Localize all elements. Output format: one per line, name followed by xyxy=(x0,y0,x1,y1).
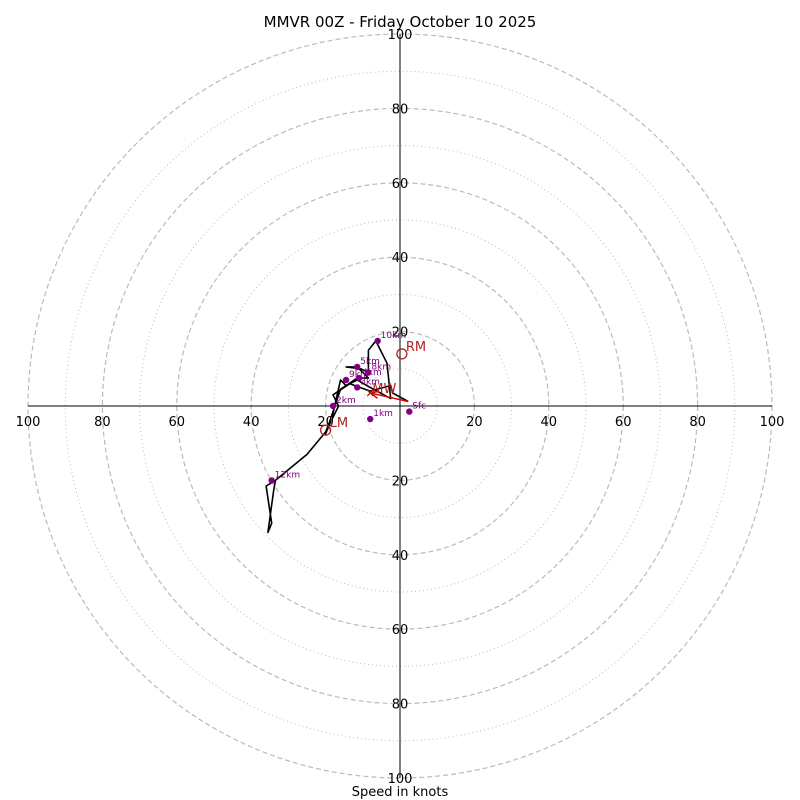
marker-dot-10km xyxy=(374,337,381,345)
marker-dot-9km xyxy=(342,376,350,384)
storm-motion-markers: MW RM LM xyxy=(319,340,426,436)
marker-label-12km: 12km xyxy=(275,470,300,480)
tick-label-right-100: 100 xyxy=(760,415,785,430)
tick-label-right-20: 20 xyxy=(466,415,483,430)
marker-label-1km: 1km xyxy=(373,409,393,419)
shear-arrow-line xyxy=(370,392,409,403)
chart-title: MMVR 00Z - Friday October 10 2025 xyxy=(264,13,537,31)
storm-motion-label-lm: LM xyxy=(330,416,348,431)
tick-label-left-20: 20 xyxy=(317,415,334,430)
marker-label-2km: 2km xyxy=(336,396,356,406)
storm-motion-label-rm: RM xyxy=(406,340,426,355)
marker-dot-2km xyxy=(329,402,337,410)
marker-label-9km: 9km xyxy=(349,370,369,380)
tick-label-top-60: 60 xyxy=(392,177,409,192)
marker-dot-1km xyxy=(367,415,374,423)
storm-motion-circle-lm xyxy=(319,424,332,436)
tick-label-bottom-40: 40 xyxy=(392,549,409,564)
hodograph-trace xyxy=(265,340,409,534)
tick-label-bottom-80: 80 xyxy=(392,698,409,713)
marker-dot-sfc xyxy=(406,408,413,415)
marker-label-3km: 3km xyxy=(360,377,380,387)
marker-dot-5km xyxy=(354,363,361,371)
marker-dot-12km xyxy=(268,477,275,484)
mean-wind-mark-b xyxy=(366,389,374,397)
speed-tick-labels: 20 20 20 20 40 40 40 40 60 60 60 60 80 80 80 80 100 100 10… xyxy=(16,28,785,787)
x-axis-label: Speed in knots xyxy=(352,785,449,800)
marker-dot-4km xyxy=(355,374,363,382)
tick-label-top-40: 40 xyxy=(392,251,409,266)
tick-label-right-60: 60 xyxy=(615,415,632,430)
tick-label-left-100: 100 xyxy=(16,415,41,430)
marker-dot-8km xyxy=(365,369,372,376)
marker-label-4km: 4km xyxy=(362,368,382,378)
marker-dot-3km xyxy=(354,384,361,391)
tick-label-left-80: 80 xyxy=(94,415,111,430)
tick-label-bottom-60: 60 xyxy=(392,623,409,638)
marker-label-sfc: Sfc xyxy=(412,402,426,412)
tick-label-left-60: 60 xyxy=(169,415,186,430)
tick-label-bottom-20: 20 xyxy=(392,474,409,489)
tick-label-left-40: 40 xyxy=(243,415,260,430)
tick-label-bottom-100: 100 xyxy=(388,772,413,787)
storm-motion-circle-rm xyxy=(396,348,408,360)
marker-label-8km: 8km xyxy=(371,363,391,373)
marker-label-10km: 10km xyxy=(381,331,406,341)
tick-label-top-100: 100 xyxy=(388,28,413,43)
tick-label-right-80: 80 xyxy=(689,415,706,430)
tick-label-right-40: 40 xyxy=(541,415,558,430)
tick-label-top-80: 80 xyxy=(392,102,409,117)
marker-label-5km: 5km xyxy=(360,357,380,367)
mean-wind-label: MW xyxy=(372,382,396,397)
tick-label-top-20: 20 xyxy=(392,326,409,341)
